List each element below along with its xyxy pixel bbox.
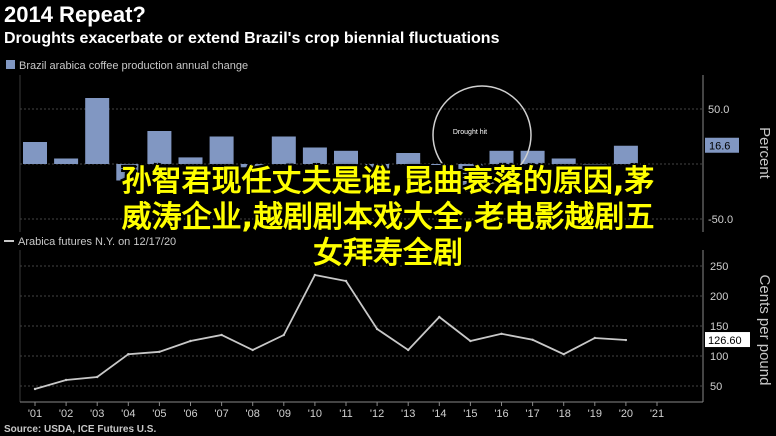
x-tick-label: '05 bbox=[152, 408, 166, 420]
bar-'11 bbox=[334, 150, 358, 164]
overlay-text-line-3: 女拜寿全剧 bbox=[313, 236, 463, 271]
line-point-'01 bbox=[33, 387, 37, 391]
line-tick-label: 50 bbox=[710, 381, 722, 393]
bar-'15 bbox=[458, 164, 483, 192]
bar-tick-label: 50.0 bbox=[708, 104, 729, 116]
x-tick-label: '02 bbox=[59, 408, 73, 420]
line-point-'11 bbox=[344, 279, 348, 283]
bar-legend-swatch bbox=[6, 60, 15, 69]
line-last-value-label: 126.60 bbox=[708, 335, 742, 347]
bar-axis-title: Percent bbox=[756, 127, 773, 180]
bar-'17 bbox=[520, 150, 545, 164]
bar-'03 bbox=[85, 98, 110, 164]
chart-title: 2014 Repeat? bbox=[4, 2, 146, 27]
bar-'04 bbox=[116, 164, 141, 181]
x-tick-label: '04 bbox=[121, 408, 135, 420]
x-tick-label: '14 bbox=[432, 408, 446, 420]
x-tick-label: '18 bbox=[557, 408, 571, 420]
line-tick-label: 100 bbox=[710, 351, 728, 363]
line-point-'10 bbox=[313, 273, 317, 277]
x-tick-label: '12 bbox=[370, 408, 384, 420]
line-last-value-box bbox=[705, 332, 750, 348]
bar-tick-label: -50.0 bbox=[708, 214, 733, 226]
x-tick-label: '08 bbox=[246, 408, 260, 420]
drought-annotation-circle bbox=[432, 85, 532, 185]
x-tick-label: '20 bbox=[619, 408, 633, 420]
line-point-'20 bbox=[624, 338, 628, 342]
bar-'07 bbox=[209, 136, 234, 164]
x-tick-label: '09 bbox=[277, 408, 291, 420]
bar-'13 bbox=[396, 153, 421, 164]
line-axis-title: Cents per pound bbox=[756, 275, 773, 386]
line-point-'02 bbox=[64, 378, 68, 382]
source-note: Source: USDA, ICE Futures U.S. bbox=[4, 424, 156, 435]
line-point-'13 bbox=[407, 348, 410, 352]
line-point-'14 bbox=[438, 315, 441, 319]
x-tick-label: '01 bbox=[28, 408, 42, 420]
line-point-'08 bbox=[251, 348, 254, 352]
x-tick-label: '07 bbox=[214, 408, 228, 420]
line-tick-label: 150 bbox=[710, 321, 728, 333]
bar-'12 bbox=[365, 164, 390, 173]
bar-'10 bbox=[302, 147, 327, 164]
x-tick-label: '13 bbox=[401, 408, 415, 420]
line-legend-label: Arabica futures N.Y. on 12/17/20 bbox=[18, 236, 176, 248]
bar-series bbox=[23, 98, 638, 192]
overlay-text-line-2: 威涛企业,越剧剧本戏大全,老电影越剧五 bbox=[121, 200, 655, 235]
bar-'01 bbox=[23, 142, 47, 164]
x-tick-label: '06 bbox=[183, 408, 197, 420]
bar-y-ticks: 50.0 -50.0 16.6 bbox=[705, 104, 739, 226]
bar-'18 bbox=[551, 158, 576, 164]
line-point-'18 bbox=[562, 353, 565, 356]
overlay-text-line-1: 孙智君现任丈夫是谁,昆曲衰落的原因,茅 bbox=[121, 164, 655, 199]
x-tick-label: '16 bbox=[494, 408, 508, 420]
bar-legend-label: Brazil arabica coffee production annual … bbox=[19, 60, 248, 72]
bar-'05 bbox=[147, 131, 172, 164]
bar-'06 bbox=[178, 157, 203, 164]
x-tick-label: '15 bbox=[463, 408, 477, 420]
line-y-ticks: 50 100 150 200 250 126.60 bbox=[705, 261, 750, 393]
x-tick-label: '17 bbox=[525, 408, 539, 420]
x-tick-label: '10 bbox=[308, 408, 322, 420]
line-tick-label: 200 bbox=[710, 291, 728, 303]
bar-'09 bbox=[271, 136, 296, 164]
line-series-group bbox=[33, 273, 628, 391]
line-point-'12 bbox=[375, 327, 379, 331]
line-gridlines bbox=[20, 265, 703, 387]
drought-annotation-label: Drought hit bbox=[453, 129, 487, 136]
x-tick-label: '11 bbox=[339, 408, 353, 420]
line-point-'06 bbox=[189, 339, 192, 343]
line-point-'17 bbox=[531, 338, 534, 341]
x-tick-label: '19 bbox=[588, 408, 602, 420]
x-tick-label: '03 bbox=[90, 408, 104, 420]
line-point-'07 bbox=[220, 333, 223, 337]
x-tick-label: '21 bbox=[650, 408, 664, 420]
bar-'02 bbox=[54, 158, 79, 164]
line-point-'05 bbox=[158, 350, 161, 353]
line-point-'16 bbox=[500, 332, 503, 335]
bar-'20 bbox=[613, 145, 638, 164]
line-point-'15 bbox=[469, 339, 472, 343]
bar-last-value-label: 16.6 bbox=[709, 141, 730, 153]
x-axis-ticks: '01 '02 '03 '04 '05 '06 '07 '08 '09 '10 '11 '12 '13 '… bbox=[28, 402, 664, 420]
line-tick-label: 250 bbox=[710, 261, 728, 273]
bar-'14 bbox=[427, 164, 452, 165]
line-point-'03 bbox=[96, 375, 99, 379]
line-point-'09 bbox=[282, 333, 285, 337]
bar-'16 bbox=[489, 150, 514, 164]
chart-subtitle: Droughts exacerbate or extend Brazil's c… bbox=[4, 30, 500, 47]
bar-last-value-box bbox=[705, 137, 739, 153]
line-point-'19 bbox=[593, 336, 596, 340]
line-point-'04 bbox=[127, 353, 130, 356]
arabica-futures-line bbox=[34, 273, 626, 390]
bar-'19 bbox=[582, 164, 607, 165]
bar-'08 bbox=[240, 164, 265, 168]
